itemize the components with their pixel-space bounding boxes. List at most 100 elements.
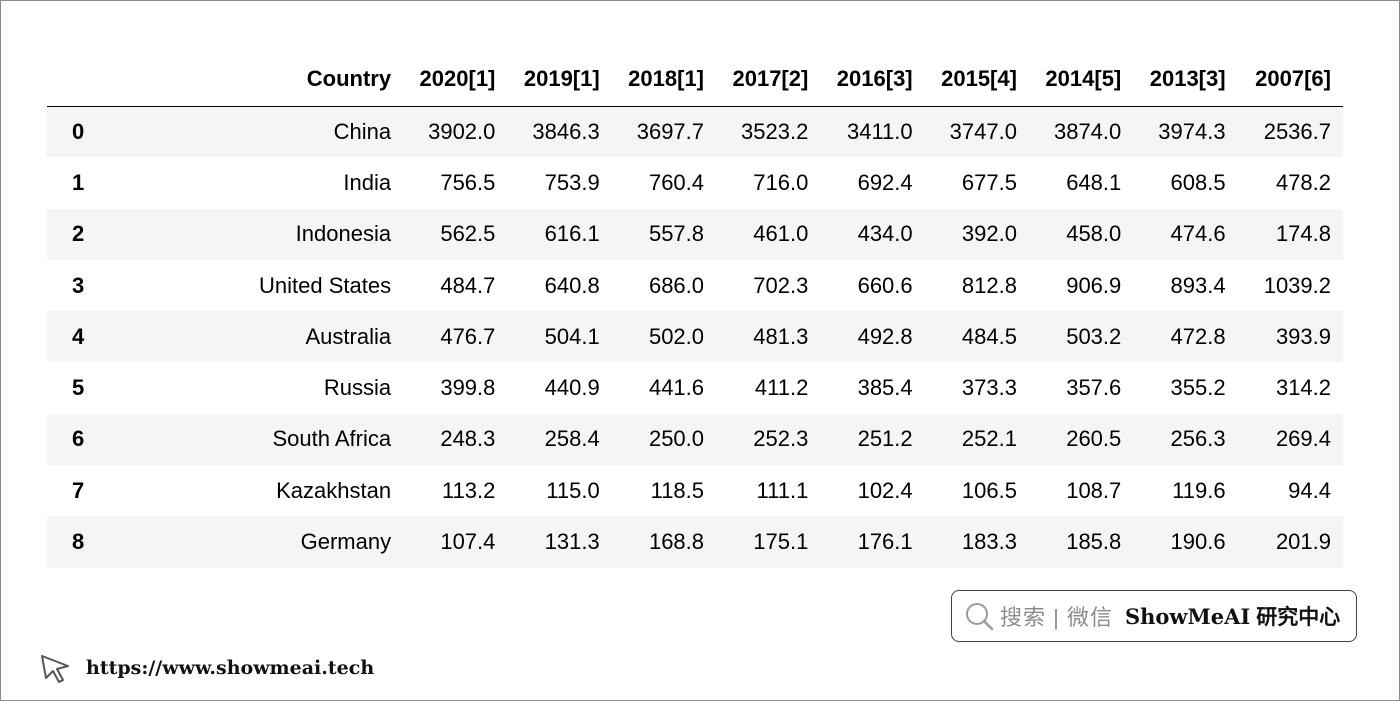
value-cell: 640.8 — [544, 272, 600, 298]
value-cell: 252.3 — [753, 426, 809, 452]
index-header — [47, 52, 138, 107]
table-header: Country 2020[1] 2019[1] 2018[1] 2017[2] … — [47, 52, 1343, 107]
value-cell: 3523.2 — [741, 118, 809, 144]
value-cell: 252.1 — [961, 426, 1017, 452]
search-icon — [966, 603, 994, 631]
value-cell: 115.0 — [546, 477, 600, 503]
value-cell: 660.6 — [857, 272, 913, 298]
value-cell: 3747.0 — [949, 118, 1017, 144]
column-header: 2016[3] — [820, 52, 925, 107]
country-cell: United States — [259, 272, 392, 298]
column-header: 2018[1] — [611, 52, 717, 107]
value-cell: 3902.0 — [428, 118, 496, 144]
row-index: 2 — [72, 221, 85, 247]
column-header: 2013[3] — [1133, 52, 1238, 107]
value-cell: 434.0 — [857, 221, 913, 247]
value-cell: 484.5 — [961, 323, 1017, 349]
value-cell: 106.5 — [961, 477, 1017, 503]
value-cell: 702.3 — [753, 272, 809, 298]
table-row: 8 Germany 107.4 131.3 168.8 175.1 176.1 183.3 18… — [47, 516, 1343, 568]
value-cell: 269.4 — [1275, 426, 1331, 452]
value-cell: 504.1 — [544, 323, 600, 349]
value-cell: 168.8 — [648, 529, 705, 555]
row-index: 0 — [72, 118, 85, 144]
column-header: 2015[4] — [924, 52, 1029, 107]
country-cell: Kazakhstan — [276, 477, 392, 503]
value-cell: 478.2 — [1275, 169, 1331, 195]
column-header: Country — [137, 52, 404, 107]
country-cell: Australia — [305, 323, 392, 349]
value-cell: 118.5 — [650, 477, 705, 503]
value-cell: 760.4 — [648, 169, 705, 195]
value-cell: 716.0 — [753, 169, 809, 195]
column-header: 2017[2] — [716, 52, 821, 107]
value-cell: 692.4 — [857, 169, 913, 195]
brand-name: ShowMeAI — [1124, 603, 1251, 629]
website-url[interactable]: https://www.showmeai.tech — [86, 657, 375, 679]
value-cell: 175.1 — [753, 529, 809, 555]
value-cell: 256.3 — [1170, 426, 1226, 452]
value-cell: 461.0 — [753, 221, 809, 247]
row-index: 8 — [72, 529, 85, 555]
value-cell: 608.5 — [1170, 169, 1226, 195]
table-body: 0 China 3902.0 3846.3 3697.7 3523.2 3411.0 3747… — [47, 106, 1343, 568]
table-row: 0 China 3902.0 3846.3 3697.7 3523.2 3411.0 3747… — [47, 106, 1343, 158]
footer-link[interactable]: https://www.showmeai.tech — [38, 650, 374, 686]
row-index: 6 — [72, 426, 85, 452]
value-cell: 357.6 — [1066, 375, 1122, 401]
value-cell: 393.9 — [1275, 323, 1331, 349]
value-cell: 108.7 — [1066, 477, 1122, 503]
value-cell: 502.0 — [648, 323, 705, 349]
value-cell: 399.8 — [440, 375, 496, 401]
row-index: 3 — [72, 272, 85, 298]
value-cell: 190.6 — [1170, 529, 1226, 555]
value-cell: 1039.2 — [1263, 272, 1331, 298]
value-cell: 314.2 — [1275, 375, 1331, 401]
value-cell: 183.3 — [961, 529, 1017, 555]
header-row: Country 2020[1] 2019[1] 2018[1] 2017[2] … — [47, 52, 1343, 107]
value-cell: 476.7 — [440, 323, 496, 349]
value-cell: 260.5 — [1066, 426, 1122, 452]
value-cell: 411.2 — [754, 375, 809, 401]
value-cell: 385.4 — [857, 375, 913, 401]
cursor-icon — [41, 655, 69, 683]
value-cell: 107.4 — [440, 529, 496, 555]
table-row: 3 United States 484.7 640.8 686.0 702.3 660.6 8… — [47, 259, 1343, 312]
value-cell: 812.8 — [961, 272, 1017, 298]
row-index: 7 — [72, 477, 85, 503]
value-cell: 102.4 — [857, 477, 913, 503]
value-cell: 756.5 — [440, 169, 496, 195]
value-cell: 906.9 — [1066, 272, 1122, 298]
country-cell: Germany — [300, 529, 392, 555]
column-header: 2019[1] — [507, 52, 612, 107]
value-cell: 557.8 — [648, 221, 705, 247]
value-cell: 3846.3 — [532, 118, 600, 144]
country-cell: China — [333, 118, 392, 144]
value-cell: 392.0 — [961, 221, 1017, 247]
value-cell: 113.2 — [441, 477, 496, 503]
value-cell: 474.6 — [1170, 221, 1226, 247]
value-cell: 648.1 — [1066, 169, 1122, 195]
value-cell: 248.3 — [440, 426, 496, 452]
table-row: 1 India 756.5 753.9 760.4 716.0 692.4 677.5 648.… — [47, 157, 1343, 209]
table-row: 6 South Africa 248.3 258.4 250.0 252.3 251.2 25… — [47, 413, 1343, 466]
value-cell: 251.2 — [857, 426, 913, 452]
value-cell: 484.7 — [440, 272, 496, 298]
value-cell: 176.1 — [857, 529, 913, 555]
value-cell: 472.8 — [1170, 323, 1226, 349]
row-index: 5 — [72, 375, 85, 401]
row-index: 1 — [72, 169, 85, 195]
dataframe-table: Country 2020[1] 2019[1] 2018[1] 2017[2] … — [47, 52, 1343, 568]
country-cell: Russia — [323, 375, 392, 401]
table-row: 7 Kazakhstan 113.2 115.0 118.5 111.1 102.4 106.… — [47, 465, 1343, 517]
value-cell: 131.3 — [544, 529, 600, 555]
value-cell: 174.8 — [1275, 221, 1331, 247]
value-cell: 355.2 — [1170, 375, 1226, 401]
value-cell: 94.4 — [1288, 477, 1331, 503]
value-cell: 481.3 — [753, 323, 809, 349]
value-cell: 753.9 — [544, 169, 600, 195]
value-cell: 258.4 — [544, 426, 600, 452]
value-cell: 373.3 — [961, 375, 1017, 401]
country-cell: Indonesia — [295, 221, 392, 247]
value-cell: 119.6 — [1172, 477, 1226, 503]
